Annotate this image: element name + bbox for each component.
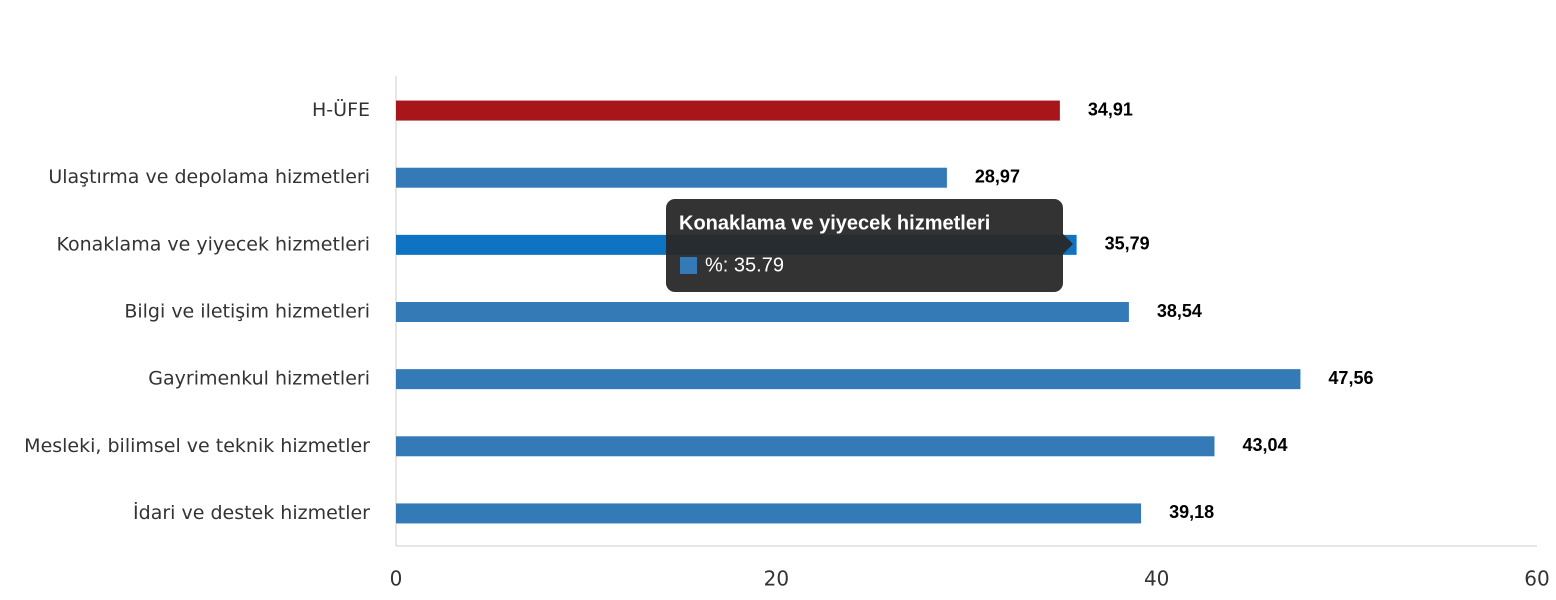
tooltip-text: %: 35.79 (705, 254, 784, 276)
bar (396, 167, 947, 188)
tooltip-arrow (1063, 234, 1073, 254)
tooltip-title: Konaklama ve yiyecek hizmetleri (679, 212, 990, 234)
value-label: 35,79 (1105, 234, 1150, 254)
y-tick-label: Mesleki, bilimsel ve teknik hizmetler (24, 435, 370, 457)
value-label: 43,04 (1242, 435, 1287, 455)
value-label: 38,54 (1157, 301, 1202, 321)
y-tick-label: Konaklama ve yiyecek hizmetleri (56, 233, 370, 255)
x-tick-label: 0 (390, 567, 403, 591)
tooltip-marker (680, 257, 697, 274)
bar (396, 436, 1215, 457)
value-label: 47,56 (1328, 368, 1373, 388)
x-tick-label: 20 (764, 567, 789, 591)
value-label: 34,91 (1088, 99, 1133, 119)
y-tick-label: H-ÜFE (312, 98, 370, 121)
x-tick-label: 60 (1524, 567, 1549, 591)
y-tick-label: İdari ve destek hizmetler (133, 501, 370, 524)
y-tick-label: Gayrimenkul hizmetleri (148, 368, 370, 390)
value-label: 28,97 (975, 166, 1020, 186)
bar (396, 369, 1301, 390)
value-label: 39,18 (1169, 502, 1214, 522)
x-tick-label: 40 (1144, 567, 1169, 591)
bar (396, 302, 1129, 322)
bar (396, 503, 1142, 524)
y-tick-label: Ulaştırma ve depolama hizmetleri (48, 166, 370, 188)
y-tick-label: Bilgi ve iletişim hizmetleri (124, 301, 370, 323)
bar (396, 100, 1060, 121)
tooltip-box (666, 199, 1063, 292)
tooltip: Konaklama ve yiyecek hizmetleri %: 35.79 (666, 199, 1073, 292)
